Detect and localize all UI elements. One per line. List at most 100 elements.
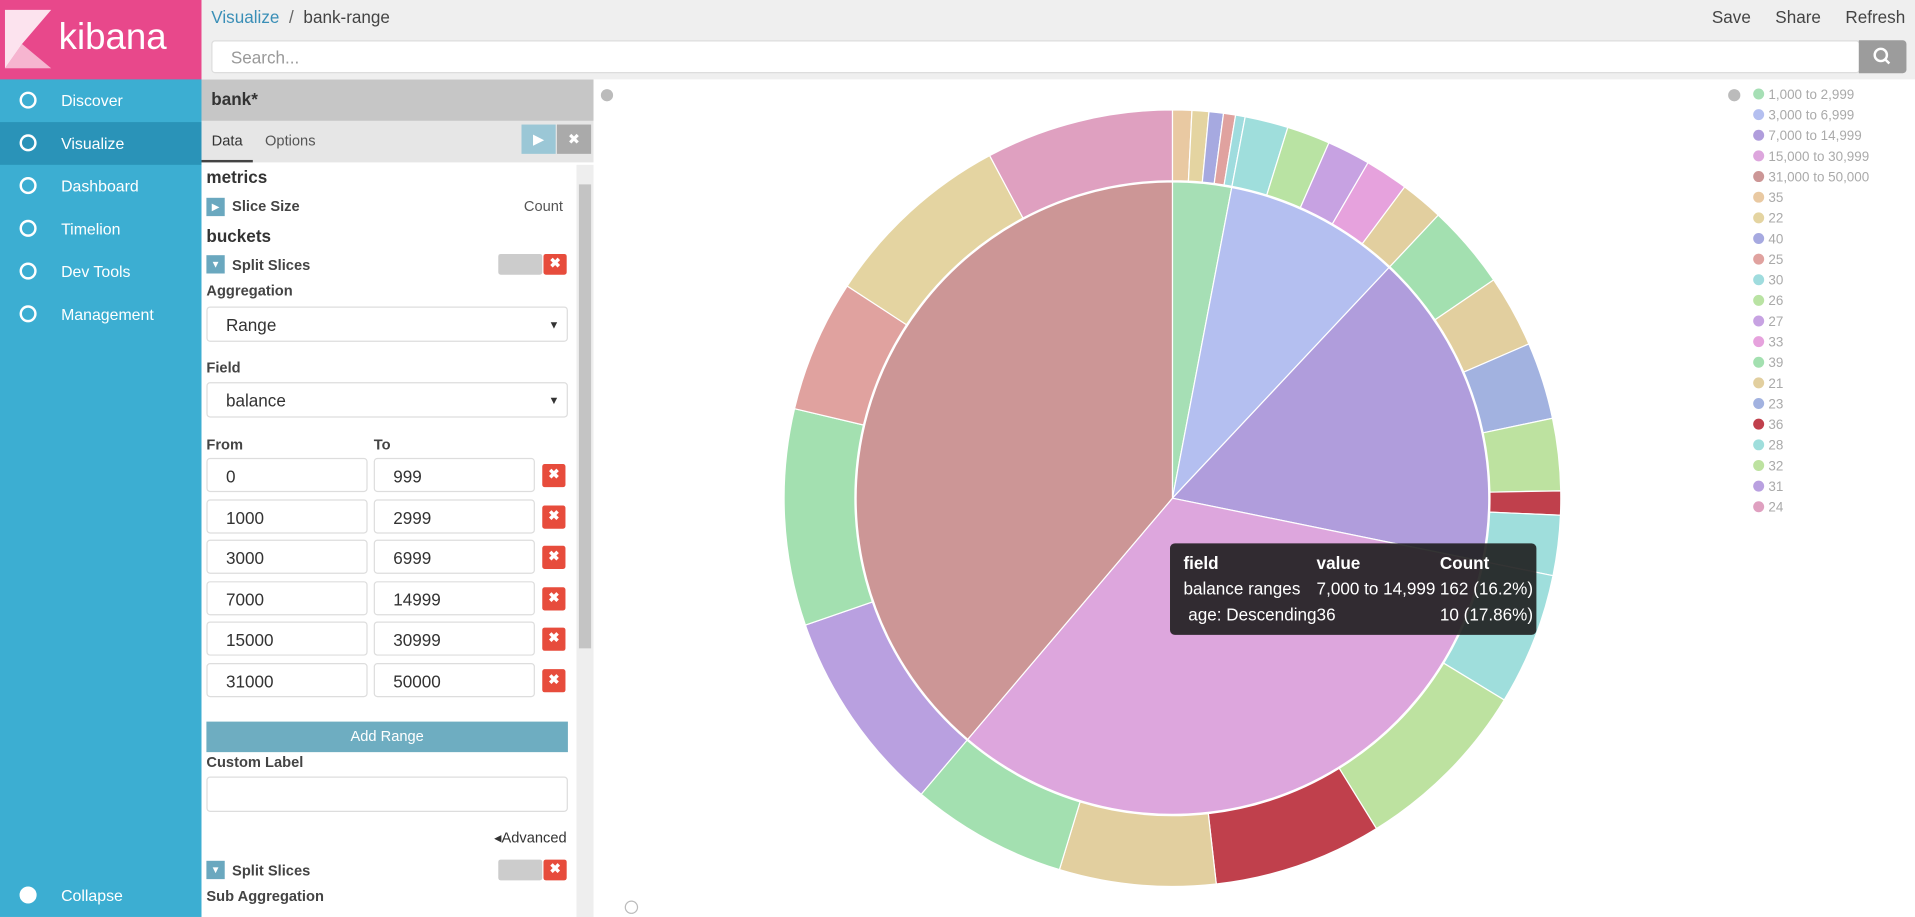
collapse-agg[interactable]: ▼ bbox=[206, 255, 225, 274]
ring-slice[interactable] bbox=[1489, 490, 1562, 516]
scrollbar[interactable] bbox=[576, 164, 594, 917]
nav-item[interactable]: Dashboard bbox=[0, 165, 202, 208]
legend-swatch bbox=[1753, 439, 1765, 451]
legend-label[interactable]: 31 bbox=[1768, 479, 1783, 494]
search-button[interactable] bbox=[1858, 40, 1907, 74]
legend-label[interactable]: 15,000 to 30,999 bbox=[1768, 149, 1869, 164]
from-label: From bbox=[206, 435, 244, 453]
range-from[interactable]: 31000 bbox=[206, 663, 368, 698]
custom-label-label: Custom Label bbox=[206, 753, 304, 771]
scroll-thumb[interactable] bbox=[578, 184, 592, 649]
range-from[interactable]: 7000 bbox=[206, 580, 368, 616]
range-to[interactable]: 50000 bbox=[373, 663, 535, 698]
logo[interactable]: kibana bbox=[0, 0, 202, 80]
range-from[interactable]: 1000 bbox=[206, 498, 368, 534]
nav-item[interactable]: Timelion bbox=[0, 208, 202, 251]
remove-range[interactable]: ✖ bbox=[542, 587, 566, 611]
collapse-agg-2[interactable]: ▼ bbox=[206, 860, 225, 880]
legend-label[interactable]: 27 bbox=[1768, 314, 1783, 329]
discard-button[interactable]: ✖ bbox=[556, 124, 592, 154]
legend-label[interactable]: 25 bbox=[1768, 252, 1783, 267]
search-input[interactable]: Search... bbox=[211, 40, 1861, 74]
remove-range[interactable]: ✖ bbox=[542, 504, 566, 529]
range-from[interactable]: 0 bbox=[206, 457, 368, 493]
legend-label[interactable]: 39 bbox=[1768, 355, 1783, 370]
tooltip-header: field bbox=[1183, 553, 1219, 573]
legend-label[interactable]: 22 bbox=[1768, 211, 1783, 226]
nav-item[interactable]: Dev Tools bbox=[0, 250, 202, 293]
range-from[interactable]: 3000 bbox=[206, 539, 368, 575]
nav-item[interactable]: Management bbox=[0, 293, 202, 336]
legend-label[interactable]: 1,000 to 2,999 bbox=[1768, 87, 1854, 102]
remove-range[interactable]: ✖ bbox=[542, 669, 566, 693]
legend-label[interactable]: 24 bbox=[1768, 500, 1783, 515]
legend-label[interactable]: 30 bbox=[1768, 273, 1783, 288]
tooltip-cell: 162 (16.2%) bbox=[1439, 578, 1534, 599]
field-label: Field bbox=[206, 358, 241, 377]
pie-slice[interactable] bbox=[1171, 266, 1490, 563]
legend-label[interactable]: 26 bbox=[1768, 293, 1783, 308]
legend-label[interactable]: 35 bbox=[1768, 190, 1783, 205]
legend-swatch bbox=[1753, 294, 1765, 306]
tooltip-cell: 36 bbox=[1316, 604, 1336, 624]
ring-slice[interactable] bbox=[988, 109, 1174, 219]
legend-swatch bbox=[1753, 191, 1765, 203]
pie-slice[interactable] bbox=[1171, 186, 1390, 501]
split-title-2: Split Slices bbox=[232, 862, 311, 880]
remove-agg[interactable]: ✖ bbox=[543, 253, 567, 275]
legend-label[interactable]: 33 bbox=[1768, 335, 1783, 350]
remove-agg-2[interactable]: ✖ bbox=[543, 859, 567, 881]
collapse-editor[interactable] bbox=[600, 89, 614, 102]
toggle[interactable] bbox=[498, 253, 543, 275]
add-range[interactable]: Add Range bbox=[206, 721, 568, 753]
range-to[interactable]: 6999 bbox=[373, 539, 535, 575]
breadcrumb-separator: / bbox=[289, 7, 294, 27]
remove-range[interactable]: ✖ bbox=[542, 628, 566, 652]
toggle-legend[interactable] bbox=[1728, 89, 1741, 102]
refresh[interactable]: Refresh bbox=[1845, 7, 1906, 27]
nav-icon bbox=[19, 219, 37, 237]
range-to[interactable]: 2999 bbox=[373, 498, 535, 534]
share[interactable]: Share bbox=[1775, 7, 1821, 27]
advanced[interactable]: ◂Advanced bbox=[494, 829, 567, 847]
toggle-2[interactable] bbox=[498, 859, 543, 881]
legend-label[interactable]: 21 bbox=[1768, 376, 1783, 391]
tab-options[interactable]: Options bbox=[265, 131, 316, 149]
range-to[interactable]: 30999 bbox=[373, 621, 535, 657]
ring-slice[interactable] bbox=[1058, 801, 1217, 888]
nav-item[interactable]: Visualize bbox=[0, 122, 202, 165]
legend-label[interactable]: 28 bbox=[1768, 438, 1783, 453]
expand[interactable]: ▶ bbox=[206, 197, 225, 217]
collapse[interactable]: Collapse bbox=[0, 874, 202, 917]
breadcrumb: Visualize / bank-range bbox=[211, 7, 390, 27]
save[interactable]: Save bbox=[1711, 7, 1751, 27]
nav-item[interactable]: Discover bbox=[0, 79, 202, 122]
actions: Save Share Refresh bbox=[1712, 7, 1905, 27]
field-select[interactable]: balance ▼ bbox=[206, 382, 568, 418]
remove-range[interactable]: ✖ bbox=[542, 546, 566, 570]
legend-label[interactable]: 40 bbox=[1768, 231, 1783, 246]
tab-data[interactable]: Data bbox=[201, 121, 253, 163]
breadcrumb-root[interactable]: Visualize bbox=[211, 7, 280, 27]
range-to[interactable]: 999 bbox=[373, 457, 535, 493]
metric-value: Count bbox=[523, 197, 564, 215]
range-from[interactable]: 15000 bbox=[206, 621, 368, 657]
legend-label[interactable]: 31,000 to 50,000 bbox=[1768, 169, 1869, 184]
legend-label[interactable]: 32 bbox=[1768, 458, 1783, 473]
custom-label-input[interactable] bbox=[206, 776, 568, 812]
range-to[interactable]: 14999 bbox=[373, 580, 535, 616]
legend-label[interactable]: 23 bbox=[1768, 396, 1783, 411]
toggle-spy[interactable] bbox=[624, 900, 639, 914]
legend-swatch bbox=[1753, 501, 1765, 513]
legend-label[interactable]: 3,000 to 6,999 bbox=[1768, 108, 1854, 123]
pie-slice[interactable] bbox=[855, 181, 1174, 741]
legend-swatch bbox=[1753, 212, 1765, 224]
apply-button[interactable]: ▶ bbox=[521, 124, 556, 154]
legend-label[interactable]: 7,000 to 14,999 bbox=[1768, 128, 1861, 143]
legend-swatch bbox=[1753, 356, 1765, 368]
remove-range[interactable]: ✖ bbox=[542, 463, 566, 488]
aggregation-select[interactable]: Range ▼ bbox=[206, 306, 568, 342]
legend-label[interactable]: 36 bbox=[1768, 417, 1783, 432]
tooltip-cell: 7,000 to 14,999 bbox=[1316, 578, 1436, 599]
nav-label: Visualize bbox=[61, 134, 125, 153]
